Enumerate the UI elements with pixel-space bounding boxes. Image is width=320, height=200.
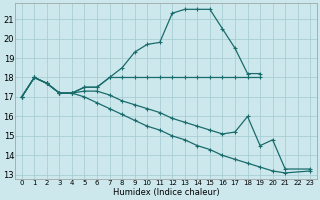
X-axis label: Humidex (Indice chaleur): Humidex (Indice chaleur) (113, 188, 219, 197)
